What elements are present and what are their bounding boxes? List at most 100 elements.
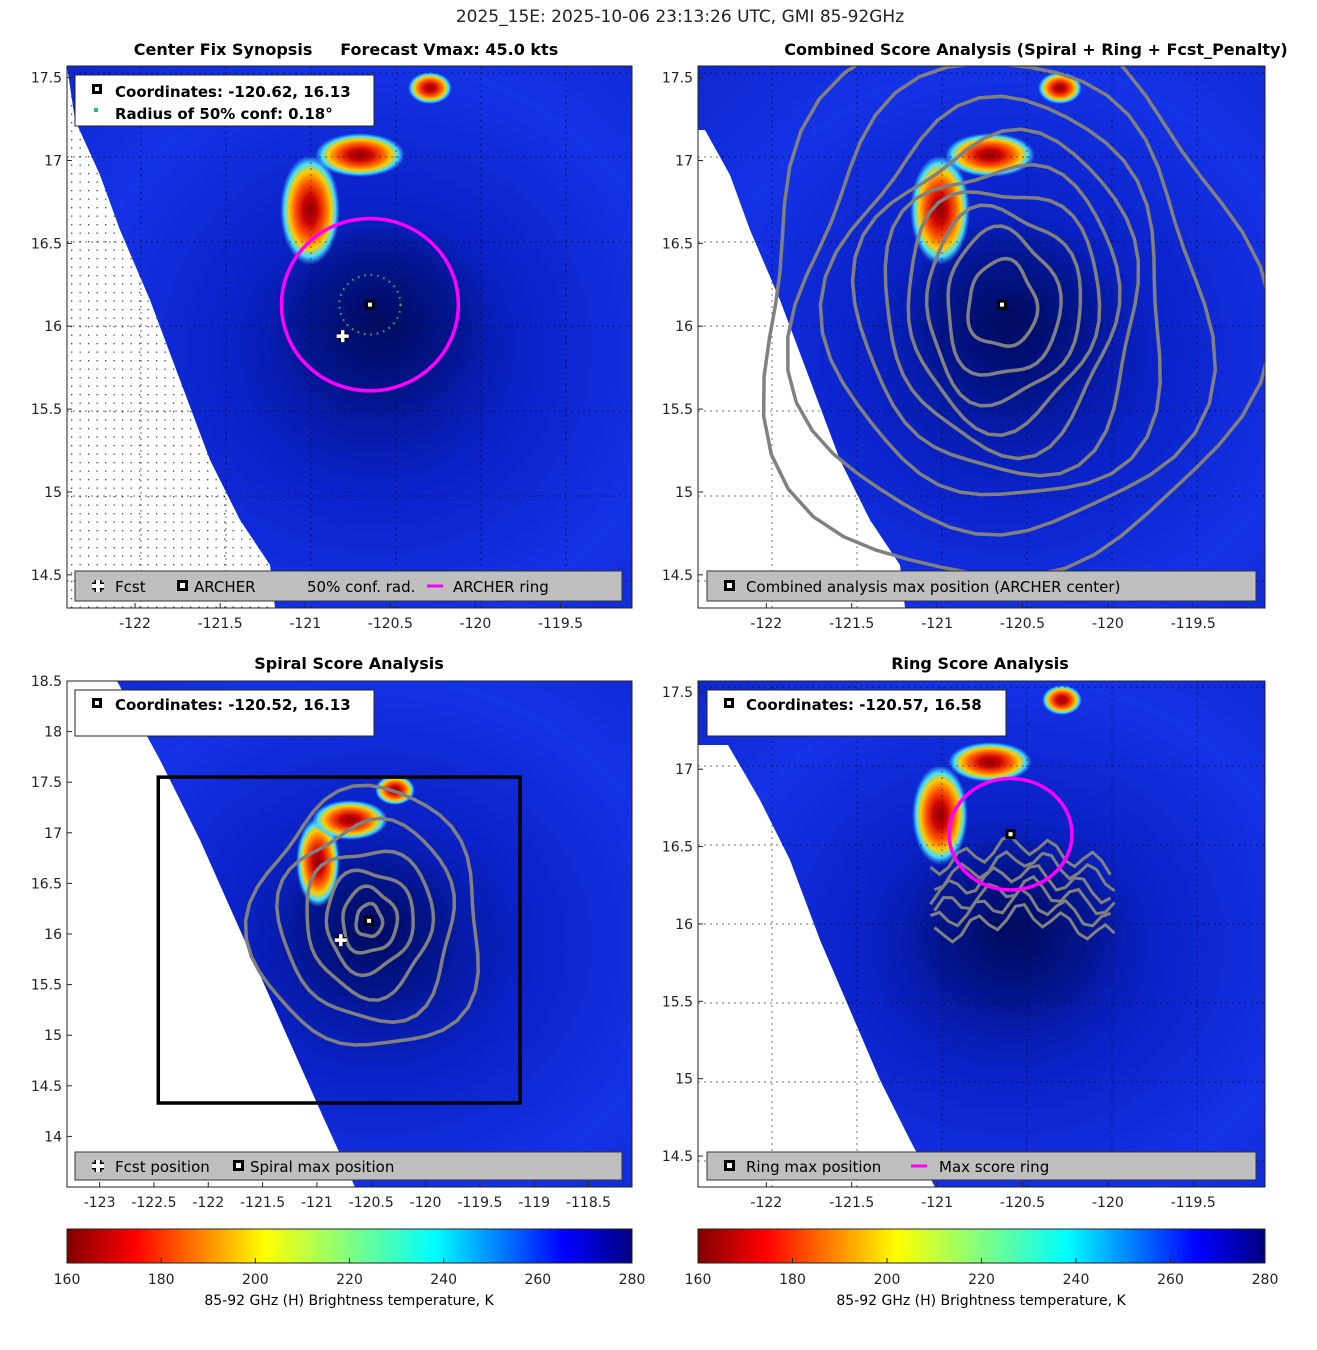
spiral-contour bbox=[305, 849, 436, 1002]
brightness-image bbox=[698, 681, 1265, 1187]
y-tick-label: 17 bbox=[44, 153, 62, 169]
colorbar-right: 160 180 200 220 240 260 280 85-92 GHz (H) Brig… bbox=[685, 1228, 1279, 1309]
ring-contour bbox=[929, 864, 1112, 906]
spiral-max-marker-inner bbox=[367, 918, 372, 923]
overlay bbox=[929, 776, 1116, 944]
y-tick-label: 15 bbox=[44, 485, 62, 501]
x-tick-label: -120.5 bbox=[1000, 616, 1045, 632]
x-axis: -122 -121.5 -121 -120.5 -120 -119.5 bbox=[750, 1182, 1216, 1211]
y-tick-label: 15.5 bbox=[662, 402, 693, 418]
panel-spiral-score: Spiral Score Analysis -123 -122.5 -122 -121… bbox=[31, 654, 633, 1211]
y-tick-label: 18.5 bbox=[31, 674, 62, 690]
y-axis: 14 14.5 15 15.5 16 16.5 17 17.5 18 18.5 bbox=[31, 674, 72, 1145]
score-contour bbox=[924, 203, 1083, 408]
colorbar-tick-label: 220 bbox=[336, 1272, 363, 1288]
x-tick-label: -122 bbox=[750, 616, 782, 632]
colorbar-tick-label: 260 bbox=[524, 1272, 551, 1288]
x-tick-label: -120 bbox=[1092, 616, 1124, 632]
panel-title: Ring Score Analysis bbox=[891, 654, 1069, 673]
y-tick-label: 17 bbox=[44, 826, 62, 842]
x-axis: -122 -121.5 -121 -120.5 -120 -119.5 bbox=[119, 603, 583, 632]
y-tick-label: 15.5 bbox=[662, 994, 693, 1010]
legend-center: Combined analysis max position (ARCHER c… bbox=[746, 578, 1120, 596]
x-tick-label: -120 bbox=[1092, 1195, 1124, 1211]
x-tick-label: -121.5 bbox=[829, 616, 874, 632]
info-box: Coordinates: -120.57, 16.58 bbox=[706, 689, 1007, 737]
conf-radius-circle bbox=[338, 273, 402, 336]
x-tick-label: -119 bbox=[518, 1195, 550, 1211]
score-contour bbox=[966, 256, 1040, 348]
panel-title: Combined Score Analysis (Spiral + Ring +… bbox=[784, 40, 1287, 59]
x-tick-label: -122 bbox=[750, 1195, 782, 1211]
score-contour bbox=[786, 66, 1218, 537]
spiral-contour bbox=[324, 868, 415, 978]
ring-contour bbox=[933, 874, 1116, 916]
brightness-image bbox=[67, 681, 632, 1187]
legend-max-ring: Max score ring bbox=[939, 1158, 1049, 1176]
score-contour bbox=[946, 224, 1063, 377]
y-tick-label: 17.5 bbox=[662, 685, 693, 701]
fcst-marker bbox=[336, 330, 349, 343]
colorbar-tick-label: 240 bbox=[1063, 1272, 1090, 1288]
colorbar-tick-label: 240 bbox=[430, 1272, 457, 1288]
x-tick-label: -121 bbox=[921, 1195, 953, 1211]
archer-ring bbox=[279, 216, 461, 393]
legend: Fcst ARCHER 50% conf. rad. ARCHER ring bbox=[74, 570, 623, 602]
overlay bbox=[279, 216, 461, 393]
x-tick-label: -120.5 bbox=[1000, 1195, 1045, 1211]
y-tick-label: 17.5 bbox=[662, 71, 693, 87]
x-tick-label: -121.5 bbox=[240, 1195, 285, 1211]
y-tick-label: 14.5 bbox=[662, 1149, 693, 1165]
legend: Fcst position Spiral max position bbox=[74, 1151, 623, 1181]
colorbar-tick-label: 160 bbox=[54, 1272, 81, 1288]
legend: Ring max position Max score ring bbox=[706, 1151, 1257, 1181]
coordinates-text: Coordinates: -120.62, 16.13 bbox=[115, 83, 351, 101]
x-tick-label: -119.5 bbox=[538, 616, 583, 632]
y-tick-label: 16.5 bbox=[31, 236, 62, 252]
y-tick-label: 15.5 bbox=[31, 978, 62, 994]
y-tick-label: 16.5 bbox=[31, 876, 62, 892]
x-tick-label: -118.5 bbox=[566, 1195, 611, 1211]
y-tick-label: 14.5 bbox=[662, 568, 693, 584]
x-axis: -122 -121.5 -121 -120.5 -120 -119.5 bbox=[750, 603, 1216, 632]
max-score-ring bbox=[947, 776, 1074, 892]
spiral-contour bbox=[275, 816, 457, 1024]
colorbar-tick-label: 160 bbox=[685, 1272, 712, 1288]
y-tick-label: 15 bbox=[675, 485, 693, 501]
info-box: Coordinates: -120.52, 16.13 bbox=[74, 689, 375, 737]
y-tick-label: 15 bbox=[675, 1072, 693, 1088]
x-tick-label: -120 bbox=[460, 616, 492, 632]
ring-contour bbox=[933, 903, 1116, 944]
figure-title: 2025_15E: 2025-10-06 23:13:26 UTC, GMI 8… bbox=[456, 7, 904, 27]
score-contour bbox=[850, 127, 1141, 478]
spiral-contour bbox=[341, 884, 400, 955]
score-contour bbox=[906, 190, 1102, 437]
x-tick-label: -119.5 bbox=[1171, 1195, 1216, 1211]
legend-spiral: Spiral max position bbox=[250, 1158, 394, 1176]
x-axis: -123 -122.5 -122 -121.5 -121 -120.5 -120 -119.5… bbox=[84, 1182, 611, 1211]
colorbar-tick-label: 200 bbox=[242, 1272, 269, 1288]
y-tick-label: 17.5 bbox=[31, 71, 62, 87]
spiral-contour bbox=[354, 901, 385, 939]
coordinates-text: Coordinates: -120.52, 16.13 bbox=[115, 696, 351, 714]
coordinates-text: Coordinates: -120.57, 16.58 bbox=[746, 696, 982, 714]
overlay bbox=[156, 775, 522, 1105]
x-tick-label: -120.5 bbox=[349, 1195, 394, 1211]
x-tick-label: -122.5 bbox=[131, 1195, 176, 1211]
colorbar-left: 160 180 200 220 240 260 280 85-92 GHz (H) Brig… bbox=[54, 1228, 645, 1309]
colorbar-tick-label: 280 bbox=[1252, 1272, 1279, 1288]
y-tick-label: 17.5 bbox=[31, 775, 62, 791]
x-tick-label: -121 bbox=[921, 616, 953, 632]
y-axis: 14.5 15 15.5 16 16.5 17 17.5 bbox=[662, 685, 703, 1165]
x-tick-label: -121 bbox=[301, 1195, 333, 1211]
x-tick-label: -121.5 bbox=[829, 1195, 874, 1211]
colorbar-label: 85-92 GHz (H) Brightness temperature, K bbox=[204, 1293, 494, 1309]
y-tick-label: 14.5 bbox=[31, 568, 62, 584]
y-tick-label: 15 bbox=[44, 1028, 62, 1044]
y-tick-label: 15.5 bbox=[31, 402, 62, 418]
colorbar-tick-label: 180 bbox=[779, 1272, 806, 1288]
y-tick-label: 16 bbox=[44, 319, 62, 335]
ring-contour bbox=[933, 850, 1116, 893]
conf-radius-text: Radius of 50% conf: 0.18° bbox=[115, 105, 333, 123]
